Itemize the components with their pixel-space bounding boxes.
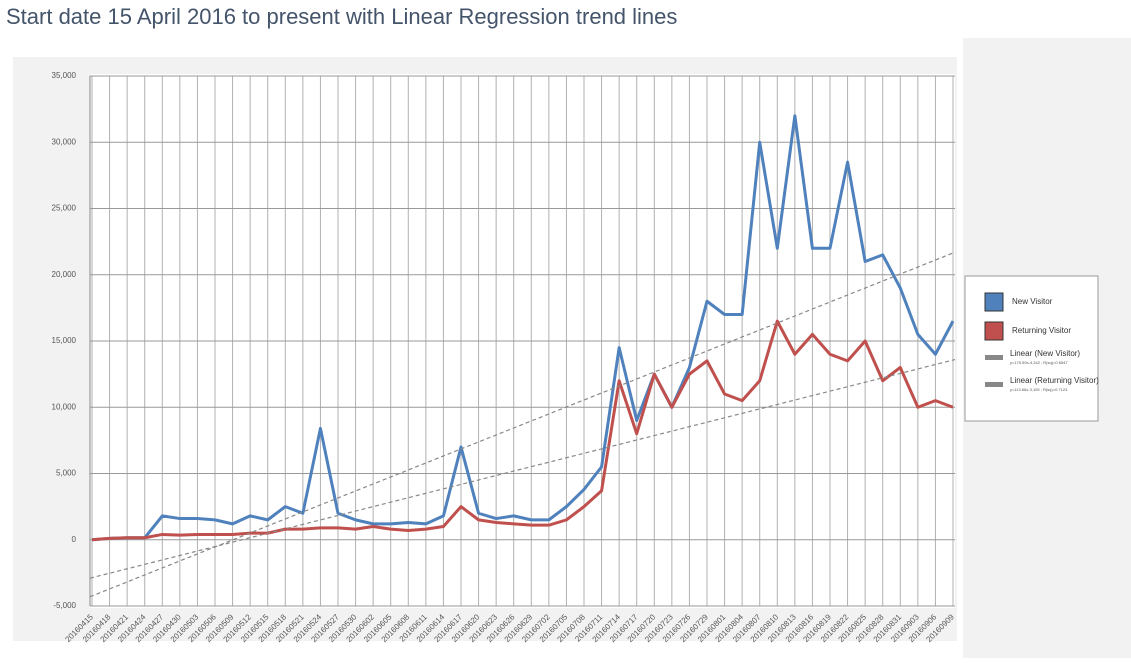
legend-equation: y=175.59x-4,342 ; R(sq)=0.6547	[1010, 360, 1068, 365]
legend-label: New Visitor	[1012, 297, 1053, 306]
legend-swatch	[984, 321, 1004, 341]
legend-swatch	[985, 355, 1003, 360]
legend-swatch	[984, 292, 1004, 312]
y-tick-label: 30,000	[52, 137, 77, 146]
y-tick-label: 0	[72, 535, 77, 544]
y-tick-label: 35,000	[52, 71, 77, 80]
y-tick-label: 15,000	[52, 336, 77, 345]
legend-swatch	[985, 382, 1003, 387]
y-tick-label: -5,000	[53, 601, 76, 610]
trend-line	[89, 358, 956, 579]
series-line	[91, 319, 954, 542]
y-tick-label: 5,000	[56, 469, 77, 478]
y-tick-label: 25,000	[52, 204, 77, 213]
legend-equation: y=113.66x-3,105 ; R(sq)=0.7123	[1010, 387, 1068, 392]
chart-title: Start date 15 April 2016 to present with…	[6, 4, 677, 29]
series-line	[91, 114, 955, 542]
y-tick-label: 20,000	[52, 270, 77, 279]
trend-line	[89, 251, 956, 598]
legend-label: Returning Visitor	[1012, 326, 1071, 335]
legend-label: Linear (Returning Visitor)	[1010, 376, 1099, 385]
legend-label: Linear (New Visitor)	[1010, 349, 1080, 358]
y-tick-label: 10,000	[52, 402, 77, 411]
